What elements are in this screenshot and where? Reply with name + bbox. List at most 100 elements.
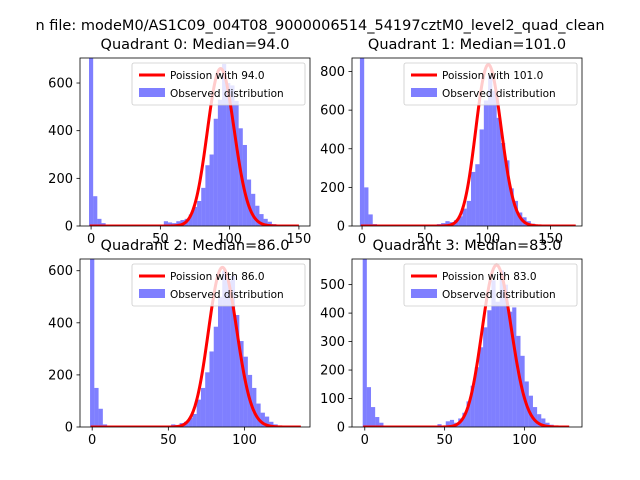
- histogram-bar: [488, 75, 493, 226]
- legend-hist-swatch: [411, 88, 437, 97]
- histogram-bar: [500, 142, 506, 226]
- x-tick-label: 150: [538, 232, 563, 247]
- histogram-bar: [505, 160, 510, 226]
- axes-frame: [351, 57, 583, 227]
- histogram: [362, 259, 563, 427]
- histogram-bar: [462, 412, 467, 427]
- chart-title: Quadrant 0: Median=94.0: [101, 37, 290, 53]
- histogram-bar: [205, 165, 210, 226]
- y-tick-label: 200: [48, 172, 73, 187]
- histogram-bar: [470, 385, 475, 427]
- y-tick-label: 0: [65, 220, 73, 235]
- x-tick-label: 0: [361, 433, 369, 448]
- histogram-bar: [167, 222, 173, 226]
- panel-quadrant-3: 0 50 100 0 100 200 300 400 500 Quadrant 3: Median…: [320, 238, 583, 448]
- y-tick-label: 200: [320, 181, 345, 196]
- histogram-bar: [263, 218, 268, 226]
- x-tick-label: 100: [475, 232, 500, 247]
- histogram-bar: [94, 387, 99, 427]
- x-tick-label: 150: [287, 232, 312, 247]
- y-tick-label: 300: [320, 335, 345, 350]
- histogram-bar: [512, 307, 517, 427]
- histogram-bar: [235, 315, 240, 427]
- histogram-bar: [252, 387, 257, 427]
- y-tick-label: 0: [337, 421, 345, 436]
- histogram-bar: [269, 421, 274, 427]
- histogram-bar: [483, 327, 488, 427]
- histogram-bar: [513, 200, 519, 226]
- legend-hist-label: Observed distribution: [170, 88, 284, 100]
- histogram-bar: [475, 164, 480, 226]
- histogram-bar: [364, 187, 369, 226]
- histogram-bar: [516, 335, 521, 427]
- axes-frame: [351, 258, 583, 428]
- histogram-bar: [256, 403, 261, 427]
- panel-quadrant-2: 0 50 100 0 200 400 600 Quadrant 2: Median=86.0 P…: [48, 238, 311, 448]
- histogram-bar: [471, 171, 476, 226]
- histogram-bar: [264, 416, 270, 427]
- chart-title: Quadrant 3: Median=83.0: [373, 238, 562, 254]
- legend-hist-label: Observed distribution: [442, 289, 556, 301]
- poisson-curve: [89, 265, 302, 427]
- poisson-curve: [362, 263, 570, 427]
- poisson-curve: [88, 67, 300, 226]
- axes-frame: [79, 258, 311, 428]
- y-tick-label: 500: [320, 278, 345, 293]
- histogram-bar: [205, 372, 210, 427]
- x-tick-label: 50: [436, 433, 453, 448]
- histogram-bar: [192, 413, 197, 427]
- legend-hist-swatch: [139, 88, 165, 97]
- histogram-bar: [479, 129, 484, 226]
- histogram-bar: [259, 214, 264, 226]
- x-tick-label: 0: [87, 232, 95, 247]
- histogram-bar: [499, 270, 504, 427]
- legend-poisson-label: Poission with 86.0: [170, 271, 265, 283]
- legend: Poission with 94.0 Observed distribution: [131, 62, 306, 106]
- histogram-bar: [445, 421, 450, 427]
- y-tick-label: 600: [320, 104, 345, 119]
- histogram-bar: [97, 218, 102, 226]
- histogram-bar: [213, 118, 218, 226]
- legend-box: [131, 263, 306, 307]
- legend-hist-swatch: [139, 289, 165, 298]
- x-tick-label: 100: [217, 232, 242, 247]
- histogram-bar: [508, 311, 513, 427]
- legend-hist-swatch: [411, 289, 437, 298]
- histogram-bar: [234, 100, 239, 226]
- legend: Poission with 83.0 Observed distribution: [403, 263, 578, 307]
- histogram-bar: [496, 117, 501, 226]
- histogram-bar: [188, 214, 193, 226]
- histogram-bar: [445, 221, 450, 226]
- histogram-bar: [192, 206, 198, 226]
- x-tick-label: 50: [152, 232, 169, 247]
- histogram-bar: [462, 208, 467, 226]
- histogram-bar: [230, 85, 235, 226]
- histogram-bar: [458, 216, 463, 226]
- histogram-bar: [200, 387, 206, 427]
- histogram-bar: [379, 422, 384, 427]
- legend: Poission with 86.0 Observed distribution: [131, 263, 306, 307]
- legend-hist-label: Observed distribution: [442, 88, 556, 100]
- histogram-bar: [359, 58, 365, 226]
- x-tick-label: 100: [232, 433, 257, 448]
- histogram-bar: [487, 310, 492, 427]
- x-tick-label: 100: [512, 433, 537, 448]
- histogram-bar: [213, 326, 218, 427]
- y-tick-label: 0: [65, 421, 73, 436]
- histogram-bar: [528, 395, 533, 427]
- histogram-bar: [197, 200, 202, 226]
- histogram-bar: [260, 412, 265, 427]
- histogram-bar: [218, 296, 223, 427]
- histogram-bar: [366, 387, 372, 427]
- y-tick-label: 200: [320, 364, 345, 379]
- histogram-bar: [93, 196, 98, 226]
- histogram-bar: [209, 351, 214, 427]
- histogram-bar: [474, 367, 479, 427]
- histogram-bar: [90, 259, 95, 427]
- histogram-bar: [503, 284, 509, 427]
- histogram-bar: [217, 99, 223, 226]
- y-tick-label: 0: [337, 220, 345, 235]
- legend-poisson-label: Poission with 83.0: [442, 271, 537, 283]
- x-tick-label: 0: [88, 433, 96, 448]
